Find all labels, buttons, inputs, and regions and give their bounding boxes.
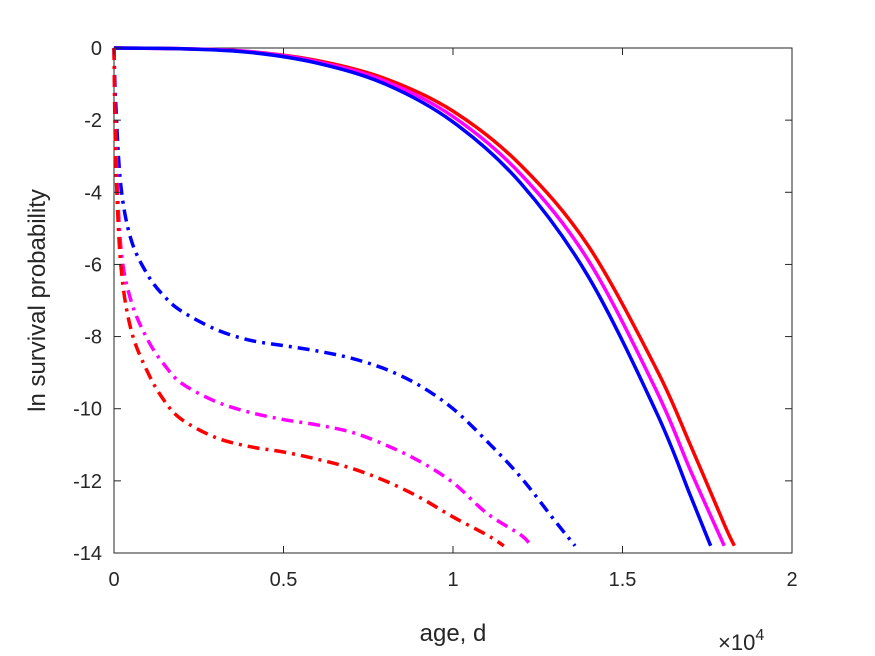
x-tick-label: 1 <box>447 569 458 591</box>
x-tick-label: 2 <box>786 569 797 591</box>
series-line-3 <box>113 46 713 547</box>
y-axis-label: ln survival probability <box>24 189 51 412</box>
y-tick-label: -6 <box>84 254 102 276</box>
y-tick-labels: 0 -2 -4 -6 -8 -10 -12 -14 <box>73 38 102 565</box>
y-tick-label: -10 <box>73 399 102 421</box>
y-tick-label: 0 <box>91 38 102 60</box>
y-tick-label: -14 <box>73 543 102 565</box>
y-tick-label: -8 <box>84 327 102 349</box>
ticks-layer <box>113 47 793 554</box>
series-line-4 <box>112 47 577 547</box>
x-axis-label: age, d <box>420 620 487 647</box>
x-axis-exponent: ×104 <box>718 627 764 655</box>
series-layer <box>112 46 736 548</box>
plot-area <box>112 46 793 554</box>
x-tick-labels: 0 0.5 1 1.5 2 <box>108 569 797 591</box>
y-tick-label: -12 <box>73 471 102 493</box>
x-axis-exponent-base: ×10 <box>718 630 755 655</box>
series-line-6 <box>112 47 505 548</box>
y-tick-label: -2 <box>84 110 102 132</box>
x-axis-exponent-power: 4 <box>755 627 764 644</box>
x-tick-label: 0.5 <box>270 569 298 591</box>
y-tick-label: -4 <box>84 182 102 204</box>
x-tick-label: 0 <box>108 569 119 591</box>
x-tick-label: 1.5 <box>609 569 637 591</box>
series-line-5 <box>112 47 533 547</box>
